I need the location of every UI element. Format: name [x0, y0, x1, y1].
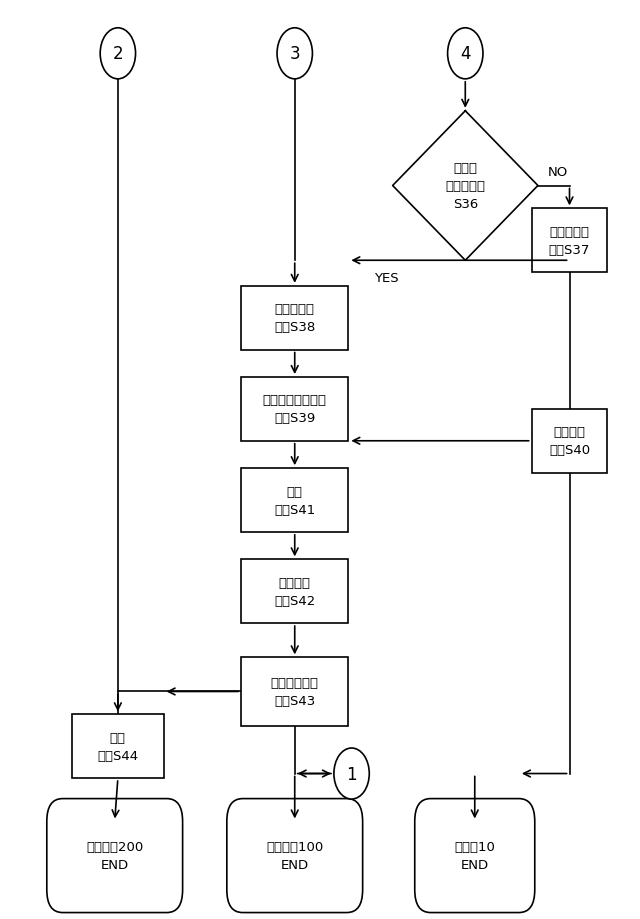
FancyBboxPatch shape — [241, 658, 348, 726]
FancyBboxPatch shape — [241, 469, 348, 532]
Circle shape — [277, 28, 312, 80]
Text: エラー通知
表示S38: エラー通知 表示S38 — [274, 303, 316, 334]
FancyBboxPatch shape — [241, 560, 348, 623]
Text: YES: YES — [374, 272, 399, 285]
FancyBboxPatch shape — [47, 799, 182, 913]
FancyBboxPatch shape — [241, 378, 348, 441]
Text: 2: 2 — [113, 45, 123, 63]
Text: 通信
開始S41: 通信 開始S41 — [274, 485, 316, 516]
Text: 1: 1 — [346, 765, 357, 783]
Polygon shape — [393, 111, 538, 261]
Text: 操作入力
受付S42: 操作入力 受付S42 — [274, 576, 316, 607]
Text: 3: 3 — [289, 45, 300, 63]
Text: 4: 4 — [460, 45, 470, 63]
Text: アプリケーション
終了S39: アプリケーション 終了S39 — [263, 394, 327, 425]
FancyBboxPatch shape — [415, 799, 535, 913]
Circle shape — [100, 28, 136, 80]
FancyBboxPatch shape — [532, 209, 607, 273]
FancyBboxPatch shape — [227, 799, 363, 913]
FancyBboxPatch shape — [532, 409, 607, 473]
Text: ユーザ
情報一致？
S36: ユーザ 情報一致？ S36 — [445, 162, 485, 210]
FancyBboxPatch shape — [72, 714, 164, 778]
Text: 情報機器200
END: 情報機器200 END — [86, 840, 143, 871]
Text: 情報端末100
END: 情報端末100 END — [266, 840, 323, 871]
Text: 一致通知
送信S40: 一致通知 送信S40 — [549, 425, 590, 457]
Text: 操作入力情報
送信S43: 操作入力情報 送信S43 — [271, 676, 319, 708]
Circle shape — [334, 748, 369, 800]
Text: エラー通知
送信S37: エラー通知 送信S37 — [549, 225, 590, 256]
Text: NO: NO — [547, 166, 568, 179]
Circle shape — [447, 28, 483, 80]
FancyBboxPatch shape — [241, 287, 348, 350]
Text: 動作
実行S44: 動作 実行S44 — [97, 731, 138, 762]
Text: サーピ10
END: サーピ10 END — [454, 840, 495, 871]
